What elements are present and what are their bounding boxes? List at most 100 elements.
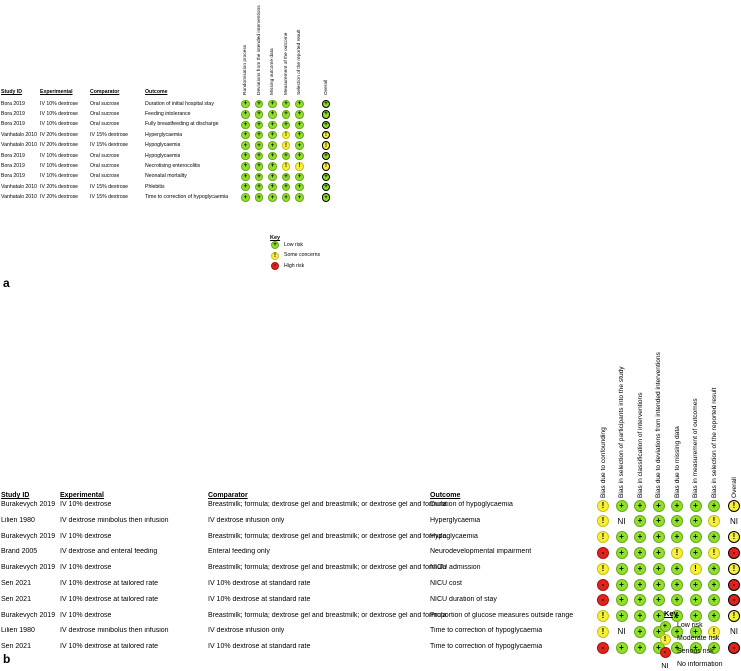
a-judgement-overall: + xyxy=(321,99,331,109)
b-domain-label: Bias due to missing data xyxy=(673,426,681,498)
b-key-label: No information xyxy=(677,660,723,668)
b-row-study: Burakevych 2019 xyxy=(1,564,56,572)
a-row-comparator: IV 15% dextrose xyxy=(90,142,129,149)
a-judgement-d5: + xyxy=(295,120,304,130)
a-judgement-d1: + xyxy=(241,182,250,192)
b-row-outcome: NICU cost xyxy=(430,580,462,587)
b-judgement-d2: + xyxy=(615,499,628,512)
b-key-symbol: - xyxy=(659,646,671,658)
a-judgement-overall: + xyxy=(321,120,331,130)
a-judgement-d2: + xyxy=(254,120,264,130)
a-row-study: Bora 2019 xyxy=(1,110,25,117)
b-row-study: Burakevych 2019 xyxy=(1,532,56,540)
b-row-comparator: Breastmilk; formula; dextrose gel and br… xyxy=(208,564,447,572)
a-row-study: Bora 2019 xyxy=(1,152,25,159)
a-row-experimental: IV 20% dextrose xyxy=(40,194,79,201)
b-key-symbol: + xyxy=(659,620,671,632)
a-row-comparator: Oral sucrose xyxy=(90,110,120,117)
a-row-study: Vanhatalo 2010 xyxy=(1,131,37,138)
a-row-comparator: Oral sucrose xyxy=(90,173,120,180)
a-row-outcome: Neonatal mortality xyxy=(145,173,187,180)
b-judgement-d3: + xyxy=(634,546,646,559)
a-row-comparator: Oral sucrose xyxy=(90,152,120,159)
b-row-study: Sen 2021 xyxy=(1,580,31,587)
b-judgement-d7: ! xyxy=(708,625,720,638)
b-judgement-d3: + xyxy=(634,499,646,512)
b-judgement-d2: + xyxy=(615,641,628,654)
b-judgement-d5: + xyxy=(671,515,683,528)
b-judgement-overall: - xyxy=(728,641,740,654)
a-row-study: Vanhatalo 2010 xyxy=(1,194,37,201)
b-row-study: Sen 2021 xyxy=(1,643,31,651)
a-judgement-d4: + xyxy=(281,110,291,119)
a-judgement-d1: + xyxy=(241,120,250,130)
b-judgement-d1: - xyxy=(597,641,609,654)
b-judgement-d5: + xyxy=(671,641,683,654)
a-judgement-d2: + xyxy=(254,110,264,119)
b-row-outcome: Neurodevelopmental impairment xyxy=(430,548,532,556)
b-judgement-d5: + xyxy=(671,625,683,638)
b-judgement-overall: NI xyxy=(730,516,738,526)
b-judgement-d4: + xyxy=(652,546,665,559)
b-judgement-d2: + xyxy=(615,578,628,591)
a-row-study: Vanhatalo 2010 xyxy=(1,183,37,190)
a-domain-label: Missing outcome data xyxy=(270,48,275,95)
b-key-symbol: NI xyxy=(661,660,669,670)
a-judgement-d3: + xyxy=(268,99,277,109)
b-row-outcome: Hyperglycaemia xyxy=(430,516,481,524)
b-key-label: Moderate risk xyxy=(677,634,720,642)
b-row-experimental: IV 10% dextrose at tailored rate xyxy=(60,595,159,603)
a-judgement-d2: + xyxy=(254,162,264,171)
b-row-experimental: IV dextrose and enteral feeding xyxy=(60,548,158,556)
b-row-comparator: IV dextrose infusion only xyxy=(208,627,285,635)
a-row-outcome: Hypoglycaemia xyxy=(145,142,181,149)
a-judgement-d3: + xyxy=(268,110,277,119)
b-judgement-d7: + xyxy=(708,578,720,591)
b-row-comparator: Breastmilk; formula; dextrose gel and br… xyxy=(208,501,447,508)
b-judgement-d2: NI xyxy=(617,516,626,526)
b-judgement-overall: ! xyxy=(728,499,740,512)
a-judgement-d4: + xyxy=(281,182,291,192)
b-judgement-overall: - xyxy=(728,578,740,591)
b-judgement-d1: ! xyxy=(597,562,609,575)
a-judgement-d5: + xyxy=(295,141,304,150)
a-key-label: High risk xyxy=(284,262,305,269)
b-domain-label: Bias due to deviations from intended int… xyxy=(655,352,662,498)
a-domain-label: Overall xyxy=(323,79,329,95)
b-row-experimental: IV 10% dextrose xyxy=(60,532,112,540)
b-judgement-overall: ! xyxy=(728,531,740,544)
b-header-outcome: Outcome xyxy=(430,492,461,499)
a-judgement-d3: + xyxy=(268,130,277,140)
a-judgement-d5: + xyxy=(295,151,304,161)
a-domain-label: Deviations from the intended interventio… xyxy=(256,5,262,95)
b-domain-label: Bias in selection of participants into t… xyxy=(618,366,625,498)
a-row-outcome: Duration of initial hospital stay xyxy=(145,100,214,107)
a-judgement-overall: + xyxy=(321,151,331,161)
a-judgement-d1: + xyxy=(241,172,250,182)
b-row-comparator: Breastmilk; formula; dextrose gel and br… xyxy=(208,532,447,540)
a-domain-label: Measurement of the outcome xyxy=(283,32,289,95)
b-judgement-d6: + xyxy=(689,610,702,623)
a-judgement-d5: + xyxy=(295,130,304,140)
b-judgement-d1: ! xyxy=(597,610,609,623)
b-judgement-d4: + xyxy=(652,499,665,512)
b-judgement-d6: + xyxy=(689,546,702,559)
b-row-outcome: Duration of hypoglycaemia xyxy=(430,501,513,508)
a-row-experimental: IV 10% dextrose xyxy=(40,152,79,159)
b-key-label: Low risk xyxy=(677,621,703,629)
b-judgement-d3: + xyxy=(634,562,646,575)
a-header-experimental: Experimental xyxy=(40,89,73,95)
b-domain-label: Overall xyxy=(730,477,738,498)
b-judgement-d1: - xyxy=(597,594,609,607)
b-domain-label: Bias in classification of interventions xyxy=(636,392,644,498)
b-judgement-d1: - xyxy=(597,546,609,559)
b-row-outcome: Time to correction of hypoglycaemia xyxy=(430,627,543,635)
b-row-outcome: Time to correction of hypoglycaemia xyxy=(430,643,543,651)
a-judgement-d3: + xyxy=(268,172,277,182)
a-judgement-d2: + xyxy=(254,99,264,109)
a-judgement-d4: ! xyxy=(281,162,291,171)
b-judgement-d7: + xyxy=(708,641,720,654)
a-panel-letter: a xyxy=(3,276,10,290)
a-judgement-d4: + xyxy=(281,172,291,182)
b-key-symbol: ! xyxy=(659,633,671,645)
